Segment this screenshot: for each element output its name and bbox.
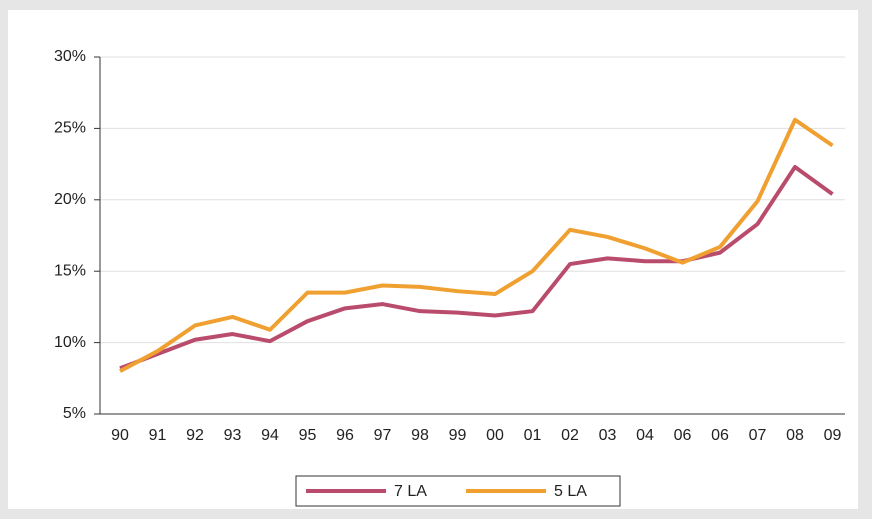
- x-tick-label: 90: [111, 427, 129, 444]
- x-tick-label: 03: [599, 427, 617, 444]
- y-tick-label: 10%: [54, 334, 86, 351]
- y-tick-label: 30%: [54, 48, 86, 65]
- y-tick-label: 5%: [63, 405, 86, 422]
- y-tick-label: 15%: [54, 262, 86, 279]
- x-tick-label: 98: [411, 427, 429, 444]
- chart-area: [8, 10, 858, 509]
- x-tick-label: 00: [486, 427, 504, 444]
- x-tick-label: 99: [449, 427, 467, 444]
- x-tick-label: 06: [674, 427, 692, 444]
- x-tick-label: 08: [786, 427, 804, 444]
- x-tick-label: 95: [299, 427, 317, 444]
- x-tick-label: 09: [824, 427, 842, 444]
- x-tick-label: 97: [374, 427, 392, 444]
- x-tick-label: 07: [749, 427, 767, 444]
- legend-label: 7 LA: [394, 483, 427, 500]
- series-line: [119, 117, 834, 373]
- x-tick-label: 93: [224, 427, 242, 444]
- x-tick-label: 94: [261, 427, 279, 444]
- x-tick-label: 02: [561, 427, 579, 444]
- series-line: [119, 164, 834, 371]
- x-tick-label: 96: [336, 427, 354, 444]
- y-tick-label: 20%: [54, 191, 86, 208]
- x-tick-label: 92: [186, 427, 204, 444]
- legend-label: 5 LA: [554, 483, 587, 500]
- x-tick-label: 01: [524, 427, 542, 444]
- x-tick-label: 91: [149, 427, 167, 444]
- x-tick-label: 06: [711, 427, 729, 444]
- y-tick-label: 25%: [54, 120, 86, 137]
- x-tick-label: 04: [636, 427, 654, 444]
